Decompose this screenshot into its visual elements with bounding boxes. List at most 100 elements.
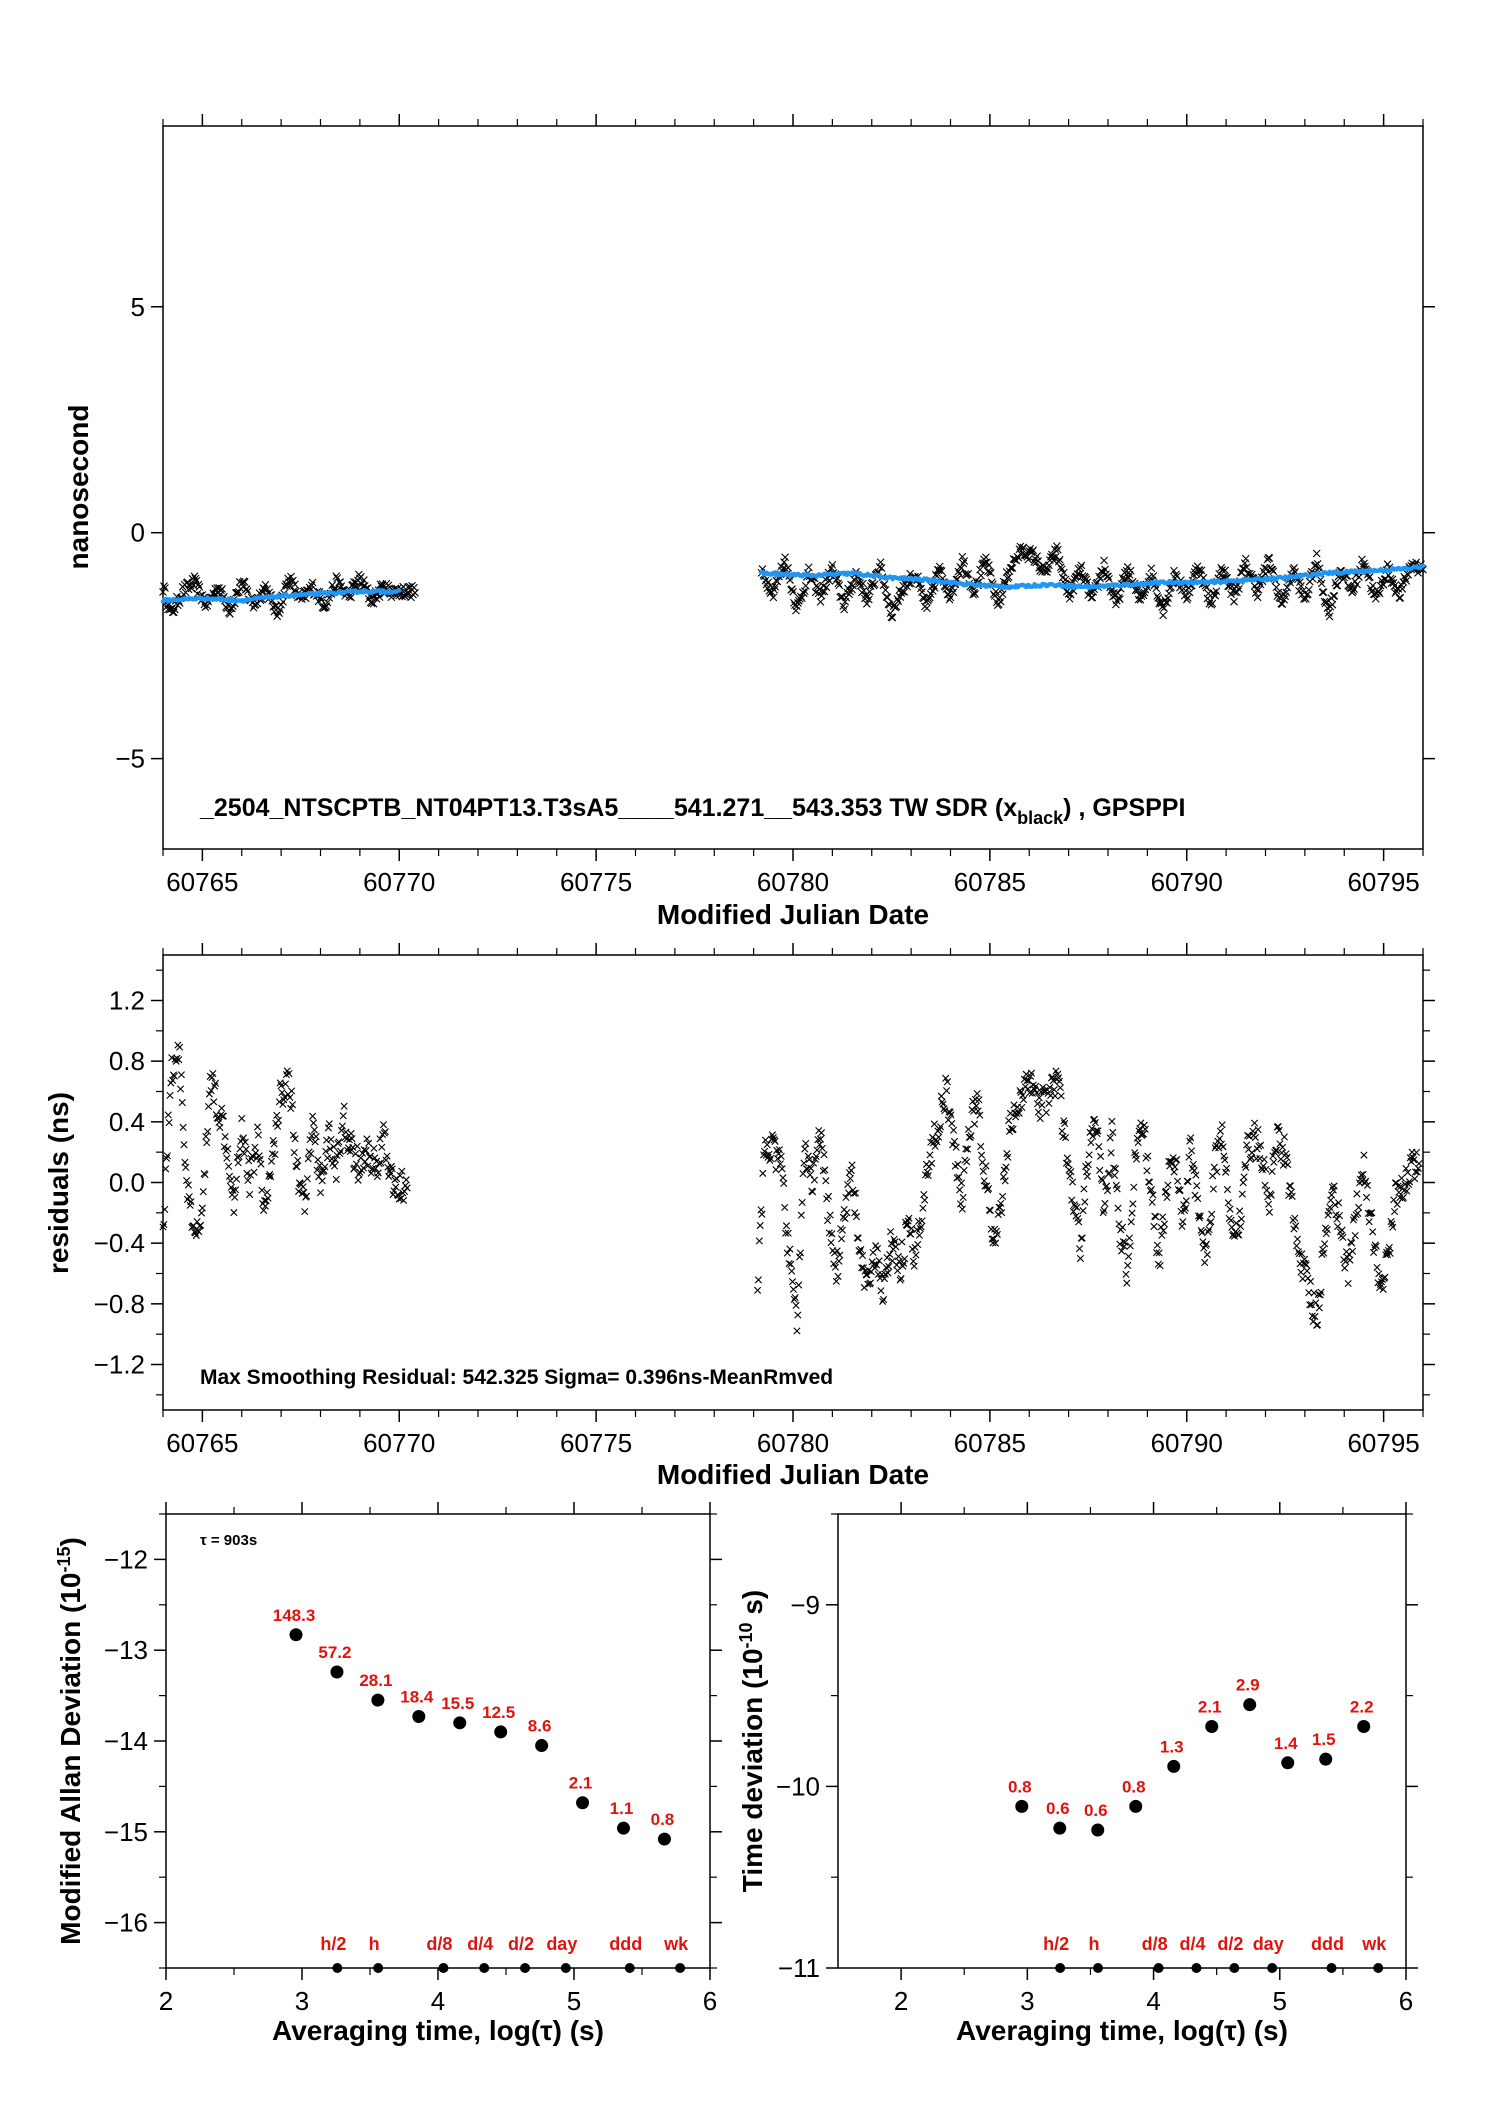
data-point <box>163 1152 171 1160</box>
data-point <box>267 1173 275 1181</box>
data-point <box>169 608 178 617</box>
data-point <box>820 587 829 596</box>
data-point <box>223 1154 231 1162</box>
x-tick-label: 4 <box>431 1986 445 2016</box>
data-point <box>1129 1200 1137 1208</box>
point-label: 1.3 <box>1160 1737 1184 1756</box>
x-tick-label: 3 <box>1020 1986 1034 2016</box>
data-point <box>979 1167 987 1175</box>
data-point <box>232 1175 241 1183</box>
data-point <box>1204 1228 1212 1236</box>
data-point <box>1303 1267 1311 1275</box>
data-point <box>894 597 903 606</box>
data-point <box>789 1285 798 1293</box>
data-point <box>1038 1101 1046 1109</box>
data-point <box>308 578 317 587</box>
data-point <box>1269 567 1278 576</box>
data-point <box>1398 584 1407 593</box>
point-label: 2.2 <box>1350 1697 1374 1716</box>
deviation-point <box>1243 1698 1257 1712</box>
data-point <box>313 1166 321 1174</box>
data-point <box>1402 1164 1410 1173</box>
data-point <box>1257 1141 1265 1149</box>
data-point <box>1183 594 1192 602</box>
mdev-ylabel-tail: ) <box>55 1537 86 1546</box>
data-point <box>330 1162 339 1170</box>
data-point <box>1067 1168 1075 1176</box>
data-point <box>1365 572 1374 581</box>
data-point <box>969 590 978 599</box>
data-point <box>1201 1258 1209 1267</box>
data-point <box>760 1147 769 1155</box>
data-point <box>1355 573 1363 581</box>
data-point <box>994 1210 1002 1218</box>
data-point <box>962 1145 970 1153</box>
data-point <box>176 1085 185 1093</box>
data-point <box>1039 1083 1047 1091</box>
data-point <box>881 586 890 594</box>
data-point <box>773 577 782 586</box>
data-point <box>1362 1193 1371 1201</box>
data-point <box>346 1148 354 1156</box>
data-point <box>1248 1149 1256 1157</box>
data-point <box>1280 1133 1288 1141</box>
data-point <box>1374 587 1383 596</box>
data-point <box>322 1147 330 1155</box>
data-point <box>1312 1299 1320 1307</box>
x-tick-label: 60780 <box>757 867 829 897</box>
smoothed-point <box>1420 563 1426 568</box>
data-point <box>949 1126 958 1134</box>
data-point <box>888 613 897 622</box>
data-point <box>984 1184 993 1193</box>
y-tick-label: −1.2 <box>94 1350 145 1380</box>
data-point <box>1071 1202 1079 1211</box>
data-point <box>790 1295 798 1304</box>
data-point <box>1184 1178 1192 1186</box>
data-point <box>1264 1200 1273 1208</box>
data-point <box>1348 1247 1357 1255</box>
data-point <box>1035 1094 1043 1102</box>
data-point <box>777 1152 785 1160</box>
data-point <box>197 1221 205 1229</box>
data-point <box>1320 1240 1329 1248</box>
interval-label: d/8 <box>1142 1934 1168 1954</box>
data-point <box>388 1165 396 1173</box>
data-point <box>1180 1200 1188 1209</box>
data-point <box>1326 1203 1334 1211</box>
data-point <box>291 580 299 589</box>
data-point <box>916 1225 924 1233</box>
data-point <box>1185 588 1194 597</box>
data-point <box>1055 555 1064 564</box>
interval-marker <box>479 1963 490 1973</box>
data-point <box>809 1188 817 1196</box>
x-tick-label: 60765 <box>166 1428 238 1458</box>
data-point <box>161 1205 169 1214</box>
data-point <box>383 1152 391 1160</box>
data-point <box>1368 581 1377 590</box>
data-point <box>1082 1168 1091 1176</box>
data-point <box>1073 1203 1081 1211</box>
data-point <box>854 1234 862 1242</box>
data-point <box>950 1137 959 1146</box>
data-point <box>323 598 332 607</box>
data-point <box>403 1184 411 1192</box>
data-point <box>293 1163 301 1171</box>
data-point <box>288 1087 296 1095</box>
data-point <box>1156 1262 1164 1270</box>
tdev-ticks: 2 3 4 5 6 −9 −10 −11 <box>776 1502 1418 2016</box>
data-point <box>376 1135 384 1143</box>
data-point <box>943 1078 952 1086</box>
data-point <box>1033 1089 1041 1097</box>
interval-marker <box>1093 1963 1104 1973</box>
data-point <box>843 1209 851 1217</box>
data-point <box>807 1164 815 1172</box>
data-point <box>915 1231 924 1239</box>
data-point <box>1330 1182 1338 1190</box>
data-point <box>1349 1216 1358 1224</box>
data-point <box>1297 1268 1305 1276</box>
data-point <box>1351 1231 1359 1240</box>
data-point <box>817 1129 826 1137</box>
data-point <box>1379 1285 1387 1293</box>
data-point <box>836 1251 844 1259</box>
data-point <box>342 1128 350 1136</box>
